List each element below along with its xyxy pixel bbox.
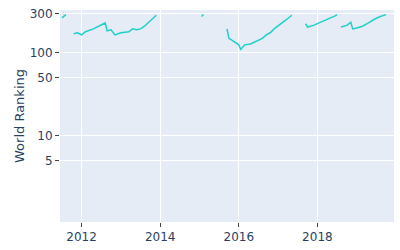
- svg-text:2014: 2014: [145, 230, 176, 244]
- svg-text:100: 100: [30, 46, 53, 60]
- svg-text:10: 10: [37, 129, 52, 143]
- svg-text:2012: 2012: [66, 230, 97, 244]
- svg-text:World Ranking: World Ranking: [12, 69, 27, 163]
- svg-text:50: 50: [37, 71, 52, 85]
- svg-text:5: 5: [45, 154, 53, 168]
- svg-text:2016: 2016: [224, 230, 255, 244]
- svg-text:2018: 2018: [302, 230, 333, 244]
- svg-text:300: 300: [30, 7, 53, 21]
